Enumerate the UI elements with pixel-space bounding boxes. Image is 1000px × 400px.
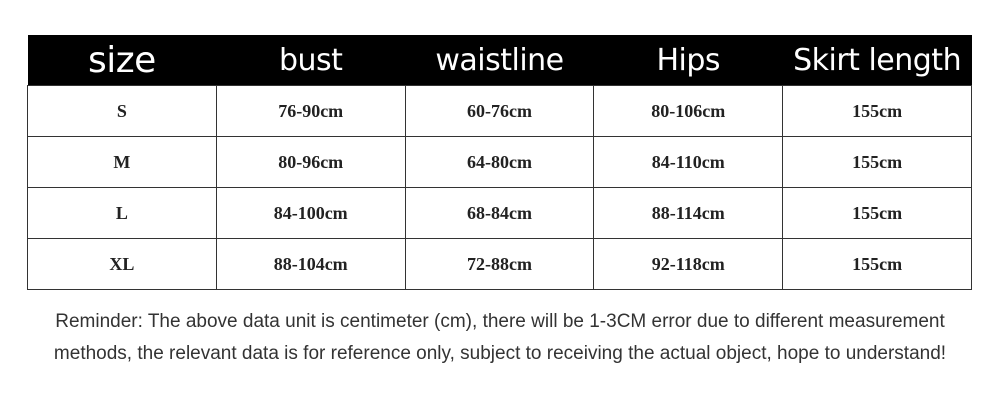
table-cell: 84-110cm bbox=[593, 136, 784, 188]
table-cell: 155cm bbox=[782, 187, 972, 239]
table-cell: 88-114cm bbox=[593, 187, 784, 239]
table-row: L 84-100cm 68-84cm 88-114cm 155cm bbox=[27, 187, 972, 239]
table-cell: 60-76cm bbox=[404, 85, 595, 137]
table-cell: 76-90cm bbox=[215, 85, 406, 137]
table-cell: L bbox=[27, 187, 217, 239]
table-cell: 72-88cm bbox=[404, 238, 595, 290]
table-cell: 155cm bbox=[782, 238, 972, 290]
table-cell: 155cm bbox=[782, 85, 972, 137]
table-row: M 80-96cm 64-80cm 84-110cm 155cm bbox=[27, 136, 972, 188]
table-cell: 84-100cm bbox=[215, 187, 406, 239]
header-cell: waistline bbox=[405, 35, 594, 86]
header-row: size bust waistline Hips Skirt length bbox=[27, 35, 972, 86]
table-cell: 88-104cm bbox=[215, 238, 406, 290]
table-cell: M bbox=[27, 136, 217, 188]
header-cell: size bbox=[27, 35, 217, 86]
table-cell: 92-118cm bbox=[593, 238, 784, 290]
header-cell: Skirt length bbox=[782, 35, 972, 86]
reminder-line: Reminder: The above data unit is centime… bbox=[55, 311, 945, 332]
table-cell: 64-80cm bbox=[404, 136, 595, 188]
reminder: Reminder: The above data unit is centime… bbox=[0, 306, 1000, 370]
header-cell: Hips bbox=[593, 35, 783, 86]
reminder-line: methods, the relevant data is for refere… bbox=[53, 343, 947, 364]
header-cell: bust bbox=[216, 35, 406, 86]
table-row: XL 88-104cm 72-88cm 92-118cm 155cm bbox=[27, 238, 972, 290]
table-cell: 80-106cm bbox=[593, 85, 784, 137]
table-cell: 80-96cm bbox=[215, 136, 406, 188]
size-table: size bust waistline Hips Skirt length S 76-90… bbox=[27, 35, 972, 290]
table-row: S 76-90cm 60-76cm 80-106cm 155cm bbox=[27, 85, 972, 137]
table-cell: 68-84cm bbox=[404, 187, 595, 239]
table-cell: S bbox=[27, 85, 217, 137]
table-cell: XL bbox=[27, 238, 217, 290]
table-cell: 155cm bbox=[782, 136, 972, 188]
